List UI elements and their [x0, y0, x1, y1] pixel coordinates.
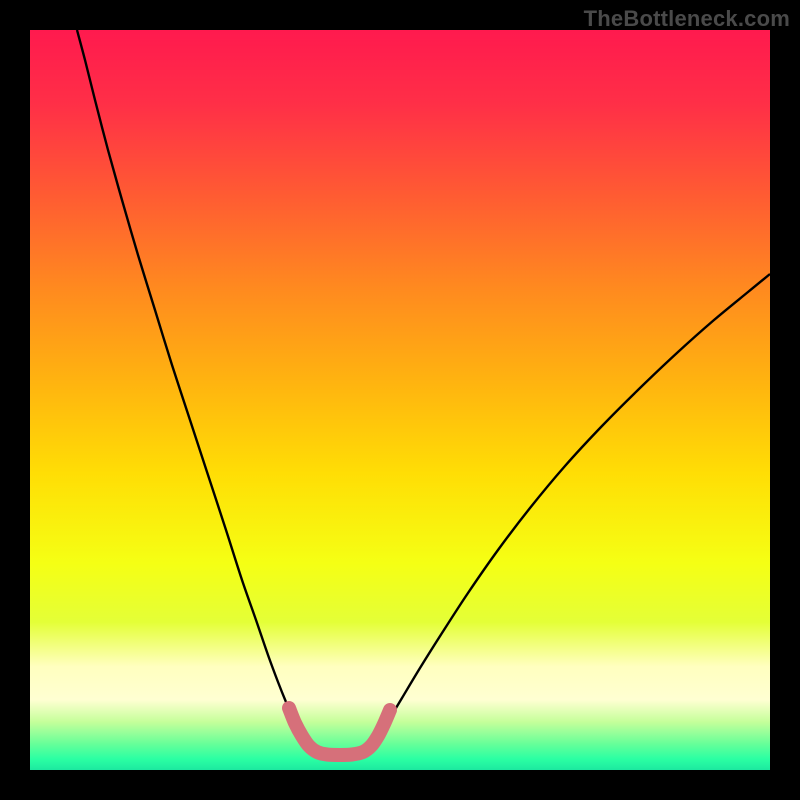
- plot-area: [30, 30, 770, 770]
- watermark-text: TheBottleneck.com: [584, 6, 790, 32]
- plot-svg: [30, 30, 770, 770]
- gradient-background: [30, 30, 770, 770]
- chart-frame: TheBottleneck.com: [0, 0, 800, 800]
